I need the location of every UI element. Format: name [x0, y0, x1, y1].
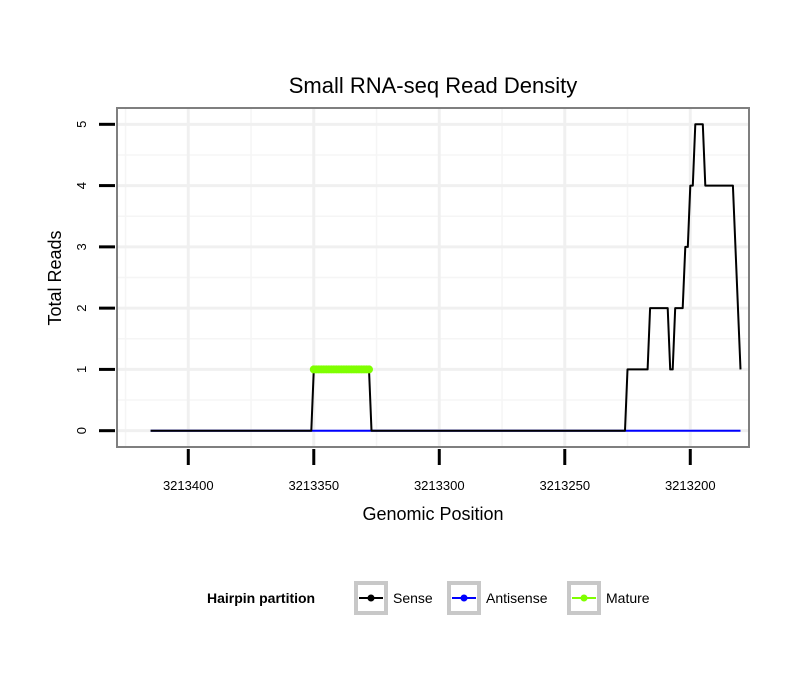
legend-item-mature: Mature — [567, 581, 650, 615]
y-tick-label: 5 — [74, 121, 89, 128]
plot-panel-border — [116, 107, 750, 448]
legend-label: Mature — [606, 590, 650, 606]
legend-key-point — [367, 594, 375, 602]
sense-series — [150, 123, 742, 432]
y-tick-label: 2 — [74, 305, 89, 312]
legend-title: Hairpin partition — [207, 590, 315, 606]
legend-label: Antisense — [486, 590, 548, 606]
legend: Hairpin partition Sense Antisense Mature — [207, 581, 650, 615]
legend-item-sense: Sense — [354, 581, 433, 615]
mature-series — [309, 365, 373, 374]
legend-key-point — [580, 594, 588, 602]
legend-key-point — [460, 594, 468, 602]
legend-item-antisense: Antisense — [447, 581, 548, 615]
mature-point — [364, 365, 373, 374]
x-tick-label: 3213250 — [539, 478, 590, 493]
y-tick-label: 1 — [74, 366, 89, 373]
x-tick-label: 3213350 — [288, 478, 339, 493]
x-axis-label: Genomic Position — [362, 504, 503, 524]
y-tick-label: 4 — [74, 182, 89, 189]
y-axis-label: Total Reads — [45, 230, 65, 325]
axis-ticks: 3213400 3213350 3213300 3213250 3213200 0 1 2 3 4… — [74, 121, 716, 493]
chart-title: Small RNA-seq Read Density — [289, 73, 578, 98]
y-tick-label: 0 — [74, 427, 89, 434]
legend-label: Sense — [393, 590, 433, 606]
sense-line — [150, 123, 742, 432]
x-tick-label: 3213200 — [665, 478, 716, 493]
legend-items: Sense Antisense Mature — [354, 581, 650, 615]
x-tick-label: 3213400 — [163, 478, 214, 493]
y-tick-label: 3 — [74, 243, 89, 250]
series-layer — [150, 123, 742, 432]
x-tick-label: 3213300 — [414, 478, 465, 493]
grid — [118, 109, 748, 446]
